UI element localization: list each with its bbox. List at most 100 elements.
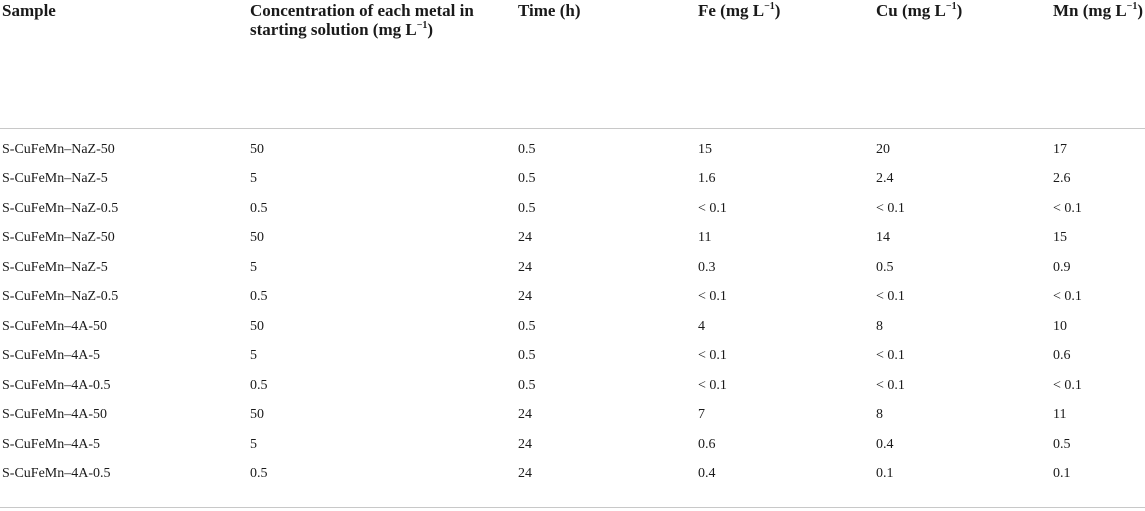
cell-cu: < 0.1 [876,377,905,393]
cell-cu: 8 [876,318,883,334]
cell-fe: 0.3 [698,259,716,275]
header-time-text: Time (h) [518,1,581,20]
cell-mn: 0.6 [1053,348,1071,364]
cell-sample: S-CuFeMn–4A-50 [2,318,108,334]
cell-sample: S-CuFeMn–4A-5 [2,436,101,452]
cell-sample: S-CuFeMn–4A-5 [2,348,101,364]
table-row: S-CuFeMn–NaZ-5 5 24 0.3 0.5 0.9 [0,253,1145,283]
cell-fe: 11 [698,230,712,246]
cell-sample: S-CuFeMn–4A-50 [2,407,108,423]
header-cu: Cu (mg L−1) [876,0,1053,129]
cell-mn: 2.6 [1053,171,1071,187]
table-row: S-CuFeMn–4A-50 50 24 7 8 11 [0,401,1145,431]
cell-mn: < 0.1 [1053,289,1082,305]
header-fe: Fe (mg L−1) [698,0,876,129]
cell-concentration: 0.5 [250,289,268,305]
cell-mn: 15 [1053,230,1067,246]
cell-cu: < 0.1 [876,200,905,216]
header-sample-text: Sample [2,1,56,20]
cell-time: 24 [518,466,532,482]
header-fe-exponent: −1 [764,1,775,12]
cell-concentration: 50 [250,318,264,334]
cell-concentration: 5 [250,171,257,187]
cell-cu: 0.1 [876,466,894,482]
cell-fe: 0.4 [698,466,716,482]
cell-sample: S-CuFeMn–NaZ-5 [2,259,108,275]
cell-concentration: 5 [250,348,257,364]
cell-concentration: 50 [250,141,264,157]
header-sample: Sample [0,0,250,129]
cell-time: 24 [518,436,532,452]
cell-fe: 0.6 [698,436,716,452]
cell-mn: < 0.1 [1053,200,1082,216]
header-cu-text: Cu (mg L [876,1,946,20]
cell-time: 0.5 [518,141,536,157]
cell-concentration: 50 [250,407,264,423]
cell-fe: 7 [698,407,705,423]
cell-concentration: 50 [250,230,264,246]
header-fe-close: ) [774,1,781,20]
cell-time: 0.5 [518,377,536,393]
cell-time: 0.5 [518,348,536,364]
table-row: S-CuFeMn–4A-5 5 0.5 < 0.1 < 0.1 0.6 [0,342,1145,372]
cell-fe: < 0.1 [698,348,727,364]
header-cu-close: ) [956,1,963,20]
cell-sample: S-CuFeMn–4A-0.5 [2,377,111,393]
header-concentration-text: Concentration of each metal in starting … [250,1,474,39]
table-row: S-CuFeMn–NaZ-50 50 0.5 15 20 17 [0,129,1145,165]
header-mn-exponent: −1 [1126,1,1138,12]
cell-time: 24 [518,407,532,423]
cell-time: 0.5 [518,171,536,187]
table-row: S-CuFeMn–4A-5 5 24 0.6 0.4 0.5 [0,430,1145,460]
header-concentration-close: ) [427,20,434,39]
header-time: Time (h) [518,0,698,129]
cell-fe: < 0.1 [698,289,727,305]
table-bottom-rule [0,507,1145,508]
cell-time: 24 [518,289,532,305]
cell-fe: 4 [698,318,705,334]
cell-cu: < 0.1 [876,348,905,364]
cell-fe: 1.6 [698,171,716,187]
cell-cu: 20 [876,141,890,157]
cell-sample: S-CuFeMn–NaZ-0.5 [2,289,119,305]
header-mn-text: Mn (mg L [1053,1,1127,20]
cell-concentration: 5 [250,436,257,452]
header-mn-close: ) [1137,1,1144,20]
header-row: Sample Concentration of each metal in st… [0,0,1145,129]
cell-cu: 2.4 [876,171,894,187]
cell-mn: < 0.1 [1053,377,1082,393]
header-mn: Mn (mg L−1) [1053,0,1145,129]
cell-mn: 0.1 [1053,466,1071,482]
cell-fe: < 0.1 [698,200,727,216]
cell-cu: 0.5 [876,259,894,275]
cell-cu: < 0.1 [876,289,905,305]
cell-time: 0.5 [518,200,536,216]
table-header: Sample Concentration of each metal in st… [0,0,1145,129]
cell-time: 0.5 [518,318,536,334]
table-row: S-CuFeMn–NaZ-0.5 0.5 24 < 0.1 < 0.1 < 0.… [0,283,1145,313]
header-fe-text: Fe (mg L [698,1,765,20]
table-row: S-CuFeMn–NaZ-50 50 24 11 14 15 [0,224,1145,254]
cell-cu: 14 [876,230,890,246]
header-cu-exponent: −1 [945,1,957,12]
metal-leaching-table: Sample Concentration of each metal in st… [0,0,1145,494]
cell-sample: S-CuFeMn–NaZ-50 [2,230,115,246]
table-row: S-CuFeMn–NaZ-0.5 0.5 0.5 < 0.1 < 0.1 < 0… [0,194,1145,224]
header-concentration-exponent: −1 [416,20,428,31]
cell-sample: S-CuFeMn–4A-0.5 [2,466,111,482]
cell-time: 24 [518,230,532,246]
table-body: S-CuFeMn–NaZ-50 50 0.5 15 20 17 S-CuFeMn… [0,129,1145,494]
cell-concentration: 5 [250,259,257,275]
cell-fe: < 0.1 [698,377,727,393]
cell-concentration: 0.5 [250,377,268,393]
cell-cu: 0.4 [876,436,894,452]
cell-mn: 17 [1053,141,1067,157]
table-row: S-CuFeMn–NaZ-5 5 0.5 1.6 2.4 2.6 [0,165,1145,195]
cell-mn: 0.5 [1053,436,1071,452]
table-row: S-CuFeMn–4A-0.5 0.5 0.5 < 0.1 < 0.1 < 0.… [0,371,1145,401]
cell-sample: S-CuFeMn–NaZ-50 [2,141,115,157]
cell-sample: S-CuFeMn–NaZ-5 [2,171,108,187]
cell-mn: 0.9 [1053,259,1071,275]
cell-concentration: 0.5 [250,466,268,482]
